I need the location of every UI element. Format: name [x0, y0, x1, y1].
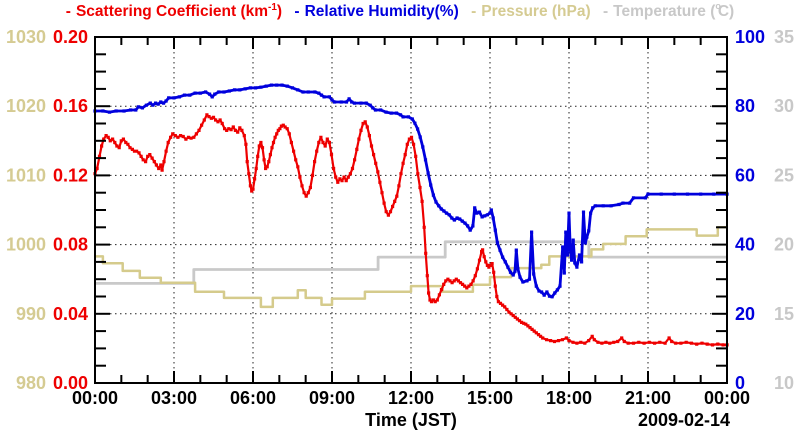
- date-label: 2009-02-14: [638, 410, 730, 430]
- x-tick-label: 15:00: [467, 388, 513, 408]
- x-axis-title: Time (JST): [365, 410, 457, 430]
- pressure-tick-label: 1030: [6, 27, 46, 47]
- legend-label-scattering: Scattering Coefficient (km: [75, 3, 269, 20]
- plot-border: [94, 36, 728, 384]
- scattering-tick-label: 0.04: [53, 304, 88, 324]
- x-tick-label: 21:00: [625, 388, 671, 408]
- temperature-series: [95, 240, 727, 285]
- series-lines: [93, 83, 729, 347]
- legend-label-humidity: Relative Humidity(%): [304, 3, 459, 20]
- scattering-tick-label: 0.08: [53, 235, 88, 255]
- legend-label-temperature-close: C): [717, 3, 735, 20]
- temperature-tick-label: 30: [774, 96, 794, 116]
- legend-item-pressure: - Pressure (hPa): [471, 3, 591, 21]
- axis-ticks: [94, 36, 728, 384]
- x-tick-label: 09:00: [309, 388, 355, 408]
- scattering-tick-label: 0.16: [53, 96, 88, 116]
- degree-mark: o: [715, 1, 721, 11]
- legend-dash-scattering: -: [65, 3, 71, 20]
- chart-legend: - Scattering Coefficient (km-1) - Relative…: [0, 1, 800, 21]
- legend-dash-humidity: -: [294, 3, 300, 20]
- scattering-series: [93, 113, 727, 346]
- temperature-tick-label: 15: [774, 304, 794, 324]
- humidity-tick-label: 20: [735, 304, 755, 324]
- x-tick-label: 03:00: [151, 388, 197, 408]
- legend-item-temperature: - Temperature (oC): [602, 1, 735, 21]
- pressure-tick-label: 1000: [6, 235, 46, 255]
- pressure-tick-label: 1020: [6, 96, 46, 116]
- legend-item-humidity: - Relative Humidity(%): [294, 3, 458, 21]
- legend-label-temperature: Temperature (: [613, 3, 716, 20]
- legend-label-pressure: Pressure (hPa): [481, 3, 591, 20]
- pressure-tick-label: 990: [16, 304, 46, 324]
- legend-item-scattering: - Scattering Coefficient (km-1): [66, 2, 282, 21]
- temperature-tick-label: 20: [774, 235, 794, 255]
- pressure-series: [95, 226, 727, 309]
- temperature-tick-label: 35: [774, 27, 794, 47]
- x-tick-label: 18:00: [546, 388, 592, 408]
- humidity-tick-label: 80: [735, 96, 755, 116]
- x-tick-label: 06:00: [230, 388, 276, 408]
- temperature-tick-label: 10: [774, 373, 794, 393]
- humidity-tick-label: 0: [735, 373, 745, 393]
- legend-sup-scattering: -1: [268, 2, 277, 13]
- pressure-tick-label: 980: [16, 373, 46, 393]
- scattering-tick-label: 0.00: [53, 373, 88, 393]
- legend-dash-temperature: -: [602, 3, 609, 20]
- x-tick-label: 00:00: [704, 388, 750, 408]
- humidity-series-markers: [93, 83, 729, 299]
- plot-frame: [94, 36, 728, 384]
- pressure-tick-label: 1010: [6, 165, 46, 185]
- gridlines: [95, 37, 727, 383]
- humidity-tick-label: 40: [735, 235, 755, 255]
- x-tick-label: 12:00: [388, 388, 434, 408]
- legend-label-scattering-close: ): [276, 3, 283, 20]
- humidity-tick-label: 100: [735, 27, 765, 47]
- x-tick-label: 00:00: [72, 388, 118, 408]
- axis-labels: 10301020101010009909800.200.160.120.080.…: [6, 27, 794, 430]
- temperature-tick-label: 25: [774, 165, 794, 185]
- humidity-series: [95, 83, 727, 299]
- scattering-tick-label: 0.20: [53, 27, 88, 47]
- humidity-tick-label: 60: [735, 165, 755, 185]
- legend-dash-pressure: -: [471, 3, 477, 20]
- scattering-tick-label: 0.12: [53, 165, 88, 185]
